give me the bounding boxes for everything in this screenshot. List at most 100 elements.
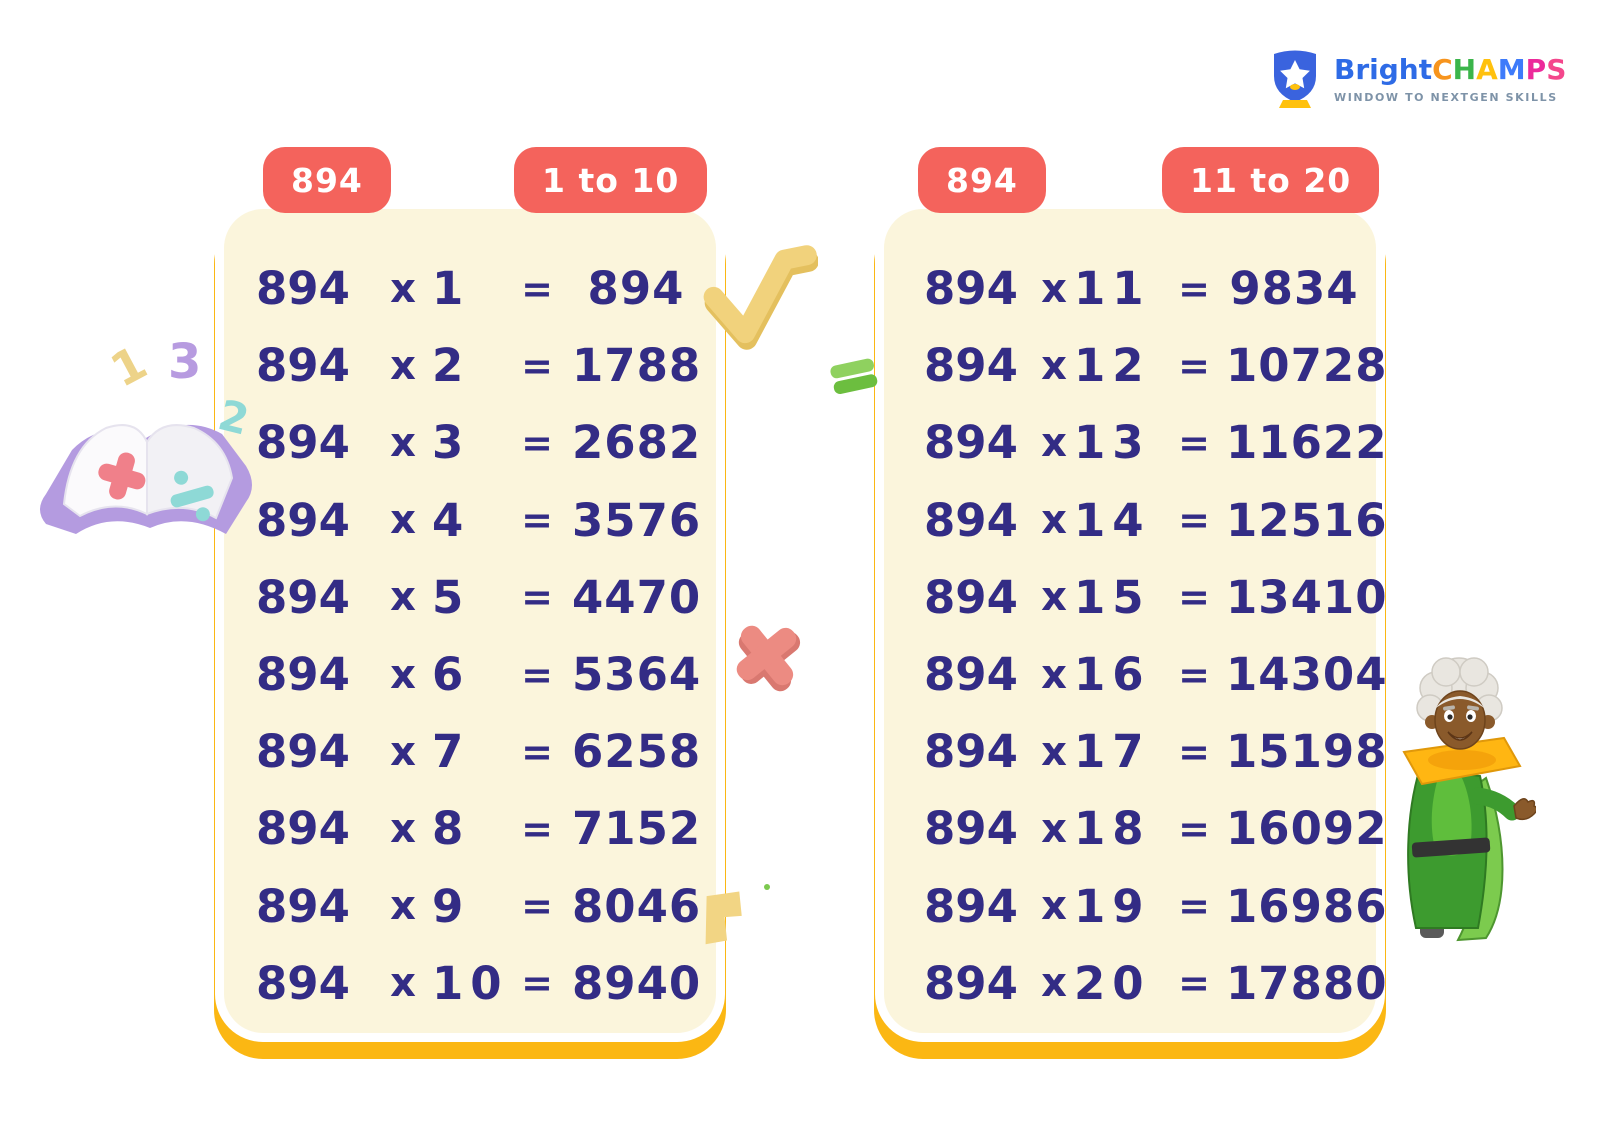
multiplier: 19 [1074, 879, 1151, 933]
equation-row: 894 x 18 = 16092 [884, 790, 1387, 867]
equals-sign: = [1178, 961, 1210, 1006]
multiplicand: 894 [256, 339, 350, 393]
multiplier: 17 [1074, 725, 1151, 779]
brand-letter-p: P [1525, 53, 1547, 86]
multiplicand: 894 [256, 262, 350, 316]
equation-row: 894 x 2 = 1788 [224, 327, 716, 404]
multiplier: 10 [432, 956, 509, 1010]
multiply-sign: x [1041, 883, 1067, 930]
equation-row: 894 x 13 = 11622 [884, 404, 1387, 481]
multiply-sign: x [390, 342, 416, 389]
multiplier: 3 [432, 416, 471, 470]
multiplier: 7 [432, 725, 471, 779]
multiply-sign: x [390, 574, 416, 621]
multiplier: 8 [432, 802, 471, 856]
equation-row: 894 x 9 = 8046 [224, 868, 716, 945]
multiplicand: 894 [924, 956, 1018, 1010]
multiplication-card-1-10: 894 x 1 = 894 894 x 2 = 1788 894 x 3 = 2682 894 x 4 = 35… [215, 200, 725, 1042]
product: 8940 [572, 956, 702, 1010]
product: 17880 [1226, 956, 1388, 1010]
brand-letter-s: S [1546, 53, 1567, 86]
multiplier: 11 [1074, 262, 1151, 316]
multiply-sign: x [390, 728, 416, 775]
multiply-sign: x [1041, 419, 1067, 466]
multiplier: 2 [432, 339, 471, 393]
equation-row: 894 x 10 = 8940 [224, 945, 716, 1022]
equals-sign: = [521, 575, 553, 620]
brightchamps-shield-icon [1274, 50, 1316, 108]
multiply-sign: x [390, 805, 416, 852]
equals-sign: = [1178, 266, 1210, 311]
multiply-sign: x [1041, 265, 1067, 312]
multiply-cross-icon [736, 625, 801, 692]
multiplicand: 894 [924, 802, 1018, 856]
multiplicand: 894 [256, 725, 350, 779]
multiplier: 16 [1074, 648, 1151, 702]
multiplicand: 894 [256, 802, 350, 856]
equals-sign: = [521, 498, 553, 543]
equation-row: 894 x 17 = 15198 [884, 713, 1387, 790]
equation-row: 894 x 8 = 7152 [224, 790, 716, 867]
product: 11622 [1226, 416, 1388, 470]
brand-bright: Bright [1334, 53, 1433, 86]
multiply-sign: x [1041, 805, 1067, 852]
equation-row: 894 x 14 = 12516 [884, 482, 1387, 559]
right-card-range-badge: 11 to 20 [1162, 147, 1380, 213]
equals-sign: = [1178, 652, 1210, 697]
equation-row: 894 x 12 = 10728 [884, 327, 1387, 404]
equals-sign: = [521, 884, 553, 929]
multiplier: 6 [432, 648, 471, 702]
equation-row: 894 x 15 = 13410 [884, 559, 1387, 636]
multiplicand: 894 [256, 493, 350, 547]
equals-sign: = [1178, 343, 1210, 388]
multiplier: 13 [1074, 416, 1151, 470]
right-card-number-badge: 894 [918, 147, 1046, 213]
multiply-sign: x [1041, 960, 1067, 1007]
svg-text:1: 1 [102, 335, 156, 398]
multiplier: 14 [1074, 493, 1151, 547]
equals-sign: = [521, 806, 553, 851]
equals-sign: = [1178, 884, 1210, 929]
product: 894 [587, 262, 685, 316]
product: 2682 [572, 416, 702, 470]
equals-sign: = [521, 266, 553, 311]
multiplier: 18 [1074, 802, 1151, 856]
multiplier: 20 [1074, 956, 1151, 1010]
equation-row: 894 x 1 = 894 [224, 250, 716, 327]
product: 4470 [572, 570, 702, 624]
product: 16986 [1226, 879, 1388, 933]
brand-letter-a: A [1476, 53, 1498, 86]
product: 5364 [572, 648, 702, 702]
product: 7152 [572, 802, 702, 856]
multiply-sign: x [1041, 342, 1067, 389]
equals-sign: = [1178, 420, 1210, 465]
brand-tagline: WINDOW TO NEXTGEN SKILLS [1334, 91, 1558, 104]
equation-row: 894 x 5 = 4470 [224, 559, 716, 636]
multiply-sign: x [390, 883, 416, 930]
brand-letter-c: C [1432, 53, 1453, 86]
multiplicand: 894 [924, 493, 1018, 547]
equation-list: 894 x 11 = 9834 894 x 12 = 10728 894 x 13 = 11622 89… [884, 209, 1387, 1022]
multiply-sign: x [390, 651, 416, 698]
product: 13410 [1226, 570, 1388, 624]
equals-sign: = [1178, 498, 1210, 543]
equals-sign: = [1178, 575, 1210, 620]
multiplicand: 894 [924, 648, 1018, 702]
product: 9834 [1229, 262, 1359, 316]
multiplicand: 894 [924, 879, 1018, 933]
multiplier: 5 [432, 570, 471, 624]
multiplier: 9 [432, 879, 471, 933]
multiplicand: 894 [256, 648, 350, 702]
multiplier: 4 [432, 493, 471, 547]
product: 15198 [1226, 725, 1388, 779]
multiply-sign: x [1041, 651, 1067, 698]
multiplier: 1 [432, 262, 471, 316]
equation-row: 894 x 7 = 6258 [224, 713, 716, 790]
equals-fragment-icon [830, 358, 878, 394]
plus-sign-icon [98, 452, 146, 500]
multiply-sign: x [1041, 728, 1067, 775]
multiplication-card-11-20: 894 x 11 = 9834 894 x 12 = 10728 894 x 13 = 11622 89… [875, 200, 1387, 1042]
equals-sign: = [521, 420, 553, 465]
multiply-sign: x [1041, 497, 1067, 544]
multiplier: 15 [1074, 570, 1151, 624]
